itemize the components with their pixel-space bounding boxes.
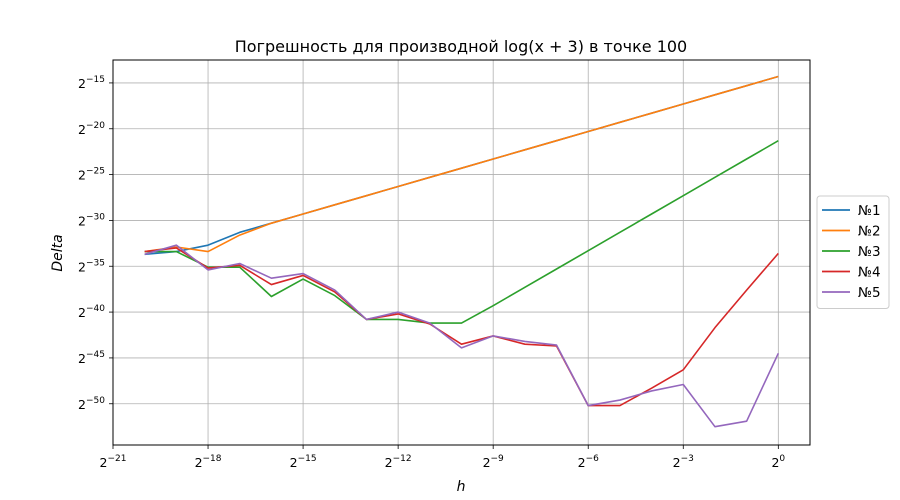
- plot-area-frame: [112, 59, 811, 446]
- y-tick-label: 2−35: [78, 258, 105, 274]
- axis-ticks: 2−21 2−18 2−15 2−12 2−9 2−6 2−3 20 2−15 2−20 2−25 2…: [78, 75, 785, 470]
- y-tick-label: 2−30: [78, 212, 105, 228]
- legend: №1 №2 №3 №4 №5: [816, 195, 890, 309]
- y-tick-label: 2−45: [78, 350, 105, 366]
- series-line-4: [144, 247, 779, 407]
- series-line-5: [144, 244, 780, 428]
- legend-label: №4: [858, 265, 881, 281]
- x-tick-label: 2−3: [673, 454, 694, 470]
- series-line-3: [144, 139, 779, 324]
- x-tick-label: 2−6: [578, 454, 599, 470]
- x-tick-label: 20: [771, 454, 785, 470]
- y-tick-label: 2−20: [78, 121, 105, 137]
- x-tick-label: 2−12: [385, 454, 412, 470]
- x-tick-label: 2−18: [195, 454, 222, 470]
- y-tick-label: 2−25: [78, 167, 105, 183]
- x-axis-title: h: [457, 479, 466, 495]
- legend-label: №3: [858, 244, 881, 260]
- y-tick-label: 2−50: [78, 396, 105, 412]
- legend-label: №5: [858, 285, 881, 301]
- x-tick-label: 2−15: [290, 454, 317, 470]
- chart-title: Погрешность для производной log(x + 3) в…: [235, 37, 687, 56]
- grid: [112, 60, 810, 445]
- y-axis-title: Delta: [50, 234, 66, 271]
- y-tick-label: 2−40: [78, 304, 105, 320]
- legend-box: [816, 195, 890, 309]
- legend-label: №2: [858, 224, 881, 240]
- y-tick-label: 2−15: [78, 75, 105, 91]
- series-line-2: [144, 75, 779, 253]
- series-lines: [144, 75, 780, 428]
- x-tick-label: 2−9: [483, 454, 504, 470]
- legend-label: №1: [858, 203, 881, 219]
- x-tick-label: 2−21: [100, 454, 127, 470]
